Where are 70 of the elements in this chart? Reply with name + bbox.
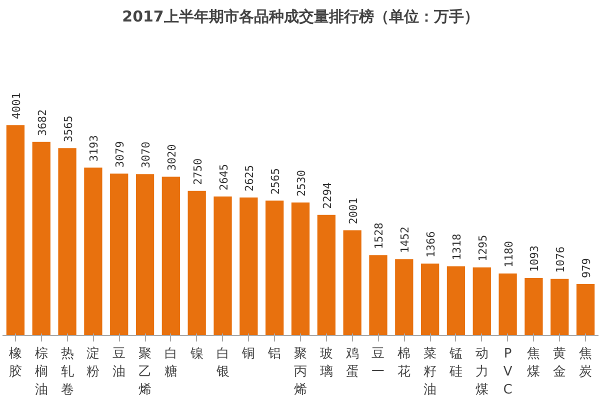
data-label: 2565 [269,168,282,195]
data-label: 1180 [502,240,516,268]
x-tick-label: 豆油 [112,346,126,380]
bar [420,264,440,336]
data-label: 1076 [554,246,568,273]
x-tick-label: 黄金 [553,346,566,380]
x-tick-label: 豆一 [372,346,385,380]
x-tick-label: 铜 [241,346,256,362]
data-label: 1093 [528,246,542,272]
x-tick-label: 聚丙烯 [294,346,307,398]
data-label: 4001 [10,92,23,120]
bar [498,273,517,336]
data-label: 1366 [424,231,438,258]
data-label: 3070 [140,142,153,168]
bar [162,176,180,336]
bar [343,230,362,336]
data-label: 2625 [243,164,256,192]
chart-title: 2017上半年期市各品种成交量排行榜（单位：万手） [122,8,479,26]
x-tick-label: 焦炭 [579,346,592,380]
x-tick-label: 焦煤 [527,346,540,380]
bar [395,259,414,336]
data-label: 3020 [165,144,178,171]
bar [550,278,569,336]
x-tick-label: 镍 [189,346,204,362]
bar [188,190,206,336]
x-tick-label: 淀粉 [86,346,100,380]
x-tick-label: 菜籽油 [424,346,437,398]
x-tick-label: 锰硅 [448,346,462,380]
data-label: 3079 [114,141,127,168]
data-label: 2645 [217,164,230,190]
data-label: 3193 [88,135,101,162]
data-label: 2750 [191,158,204,185]
x-tick-label: 白银 [215,346,230,380]
bar [291,202,310,336]
bar [214,196,232,336]
bar [446,266,466,336]
data-label: 1318 [450,234,464,260]
bar [369,255,388,336]
data-label: 3682 [36,109,49,136]
x-tick-label: 动力煤 [475,346,488,398]
bar [266,200,284,336]
data-label: 3565 [62,116,75,142]
x-tick-label: 棕榈油 [34,346,48,398]
bar [58,148,76,336]
x-tick-label: 棉花 [398,346,411,380]
x-tick-label: 热轧卷 [60,346,74,398]
bar [240,197,258,336]
x-tick-label: 铝 [267,346,282,362]
x-tick-label: 鸡蛋 [344,346,359,380]
bar [110,174,128,336]
x-tick-label: 橡胶 [8,346,22,380]
x-tick-label: 聚乙烯 [138,346,152,398]
data-label: 1295 [476,234,490,262]
x-tick-label: 玻璃 [320,346,333,380]
bar [472,267,491,336]
data-label: 1452 [398,226,412,254]
bar [317,214,336,336]
x-tick-label: PVC [503,346,512,398]
x-tick-label: 白糖 [164,346,178,380]
bar [136,174,154,336]
bar [576,284,595,336]
bar [6,125,25,336]
data-label: 2294 [320,182,334,209]
bar [524,278,543,336]
data-label: 2530 [295,170,308,196]
data-label: 979 [580,258,594,278]
data-label: 1528 [372,222,386,250]
data-label: 2001 [346,198,360,224]
bar [32,142,50,336]
bar [84,168,102,336]
